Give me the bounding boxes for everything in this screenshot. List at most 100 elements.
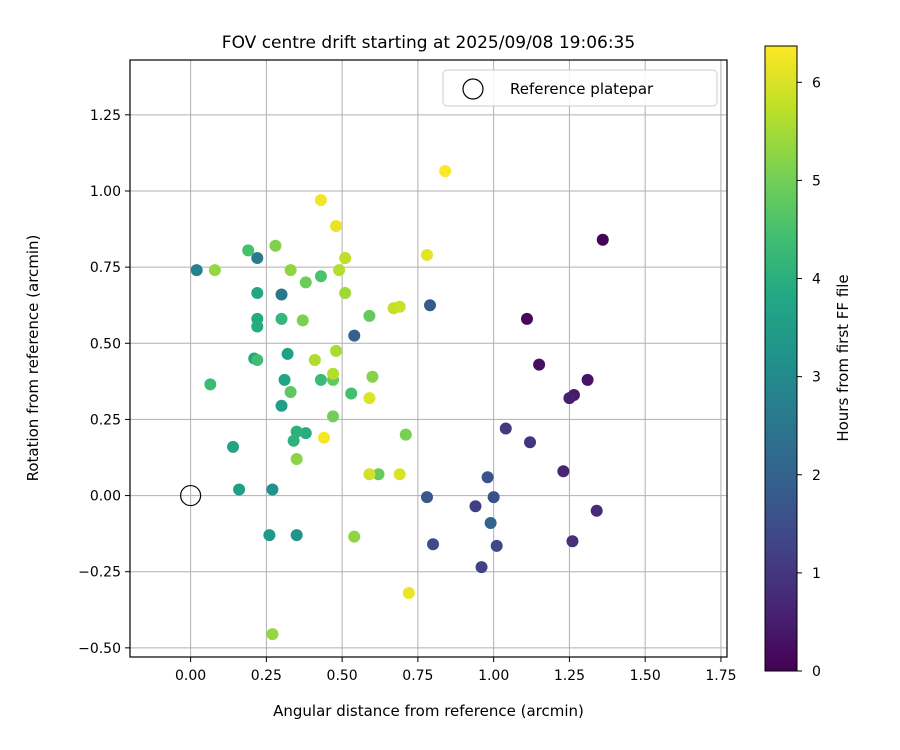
y-tick-label: 0.25: [90, 412, 121, 428]
data-point: [204, 378, 217, 391]
data-point: [317, 431, 330, 444]
colorbar-tick-label: 2: [812, 468, 821, 484]
data-point: [308, 354, 321, 367]
data-point: [563, 392, 576, 405]
data-point: [581, 373, 594, 386]
data-point: [366, 370, 379, 383]
data-point: [402, 587, 415, 600]
reference-platepar-marker: [180, 484, 202, 507]
data-point: [484, 516, 497, 529]
data-point: [333, 264, 346, 277]
data-point: [327, 410, 340, 423]
data-point: [251, 354, 264, 367]
data-point: [251, 251, 264, 264]
data-point: [275, 312, 288, 325]
x-tick-label: 1.00: [478, 668, 509, 684]
colorbar-tick-label: 5: [812, 173, 821, 189]
data-point: [348, 329, 361, 342]
data-point: [499, 422, 512, 435]
grid-lines: [130, 60, 727, 657]
data-point: [469, 500, 482, 513]
x-tick-label: 1.25: [554, 668, 585, 684]
data-point: [227, 440, 240, 453]
reference-marker-group: [180, 484, 202, 507]
data-point: [393, 468, 406, 481]
data-point: [399, 428, 412, 441]
data-point: [251, 287, 264, 300]
legend-box: [442, 69, 718, 107]
data-point: [363, 392, 376, 405]
data-point: [327, 367, 340, 380]
data-point: [251, 320, 264, 333]
data-point: [290, 453, 303, 466]
x-tick-label: 1.75: [705, 668, 736, 684]
data-point: [266, 483, 279, 496]
x-tick-label: 0.25: [251, 668, 282, 684]
data-point: [345, 387, 358, 400]
data-point: [314, 270, 327, 283]
data-point: [314, 194, 327, 207]
data-point: [266, 628, 279, 641]
y-tick-label: 0.00: [90, 489, 121, 505]
data-point: [372, 468, 385, 481]
chart-title: FOV centre drift starting at 2025/09/08 …: [222, 33, 635, 53]
colorbar-label: Hours from first FF file: [834, 274, 852, 441]
data-point: [363, 468, 376, 481]
data-point: [596, 233, 609, 246]
data-point: [339, 251, 352, 264]
y-tick-label: −0.25: [78, 565, 121, 581]
data-point: [487, 491, 500, 504]
data-point: [533, 358, 546, 371]
colorbar-ticks: 0 1 2 3 4 5 6: [797, 75, 821, 680]
colorbar-tick-label: 3: [812, 370, 821, 386]
colorbar: [764, 45, 798, 672]
data-point: [330, 344, 343, 357]
data-point: [314, 373, 327, 386]
y-tick-label: 0.50: [90, 336, 121, 352]
y-axis-ticks: −0.50 −0.25 0.00 0.25 0.50 0.75 1.00 1.25: [78, 108, 130, 657]
data-point: [278, 373, 291, 386]
data-point: [275, 399, 288, 412]
y-tick-label: 1.25: [90, 108, 121, 124]
legend-open-circle-icon: [462, 78, 484, 100]
y-axis-label: Rotation from reference (arcmin): [24, 235, 42, 482]
data-point: [263, 529, 276, 542]
x-tick-label: 1.50: [630, 668, 661, 684]
plot-frame: [129, 59, 728, 658]
data-point: [420, 248, 433, 261]
data-point: [208, 264, 221, 277]
x-axis-ticks: 0.00 0.25 0.50 0.75 1.00 1.25 1.50 1.75: [175, 657, 737, 684]
data-point: [481, 471, 494, 484]
data-point: [284, 386, 297, 399]
data-point: [290, 529, 303, 542]
data-point: [339, 287, 352, 300]
data-point: [439, 165, 452, 178]
data-point: [590, 504, 603, 517]
legend-entry-label: Reference platepar: [510, 80, 654, 98]
data-point: [420, 491, 433, 504]
data-point: [557, 465, 570, 478]
y-tick-label: 1.00: [90, 184, 121, 200]
data-point: [490, 539, 503, 552]
data-point: [427, 538, 440, 551]
colorbar-tick-label: 4: [812, 272, 821, 288]
data-point: [393, 300, 406, 313]
colorbar-tick-label: 1: [812, 566, 821, 582]
data-point: [348, 530, 361, 543]
y-tick-label: 0.75: [90, 260, 121, 276]
data-point: [275, 288, 288, 301]
data-point: [284, 264, 297, 277]
data-point: [299, 276, 312, 289]
x-tick-label: 0.50: [327, 668, 358, 684]
colorbar-tick-label: 0: [812, 664, 821, 680]
data-point: [287, 434, 300, 447]
data-point: [475, 561, 488, 574]
data-point: [524, 436, 537, 449]
x-tick-label: 0.00: [175, 668, 206, 684]
data-point: [363, 309, 376, 322]
data-point: [330, 220, 343, 233]
data-point: [242, 244, 255, 257]
x-axis-label: Angular distance from reference (arcmin): [273, 702, 584, 720]
colorbar-tick-label: 6: [812, 75, 821, 91]
